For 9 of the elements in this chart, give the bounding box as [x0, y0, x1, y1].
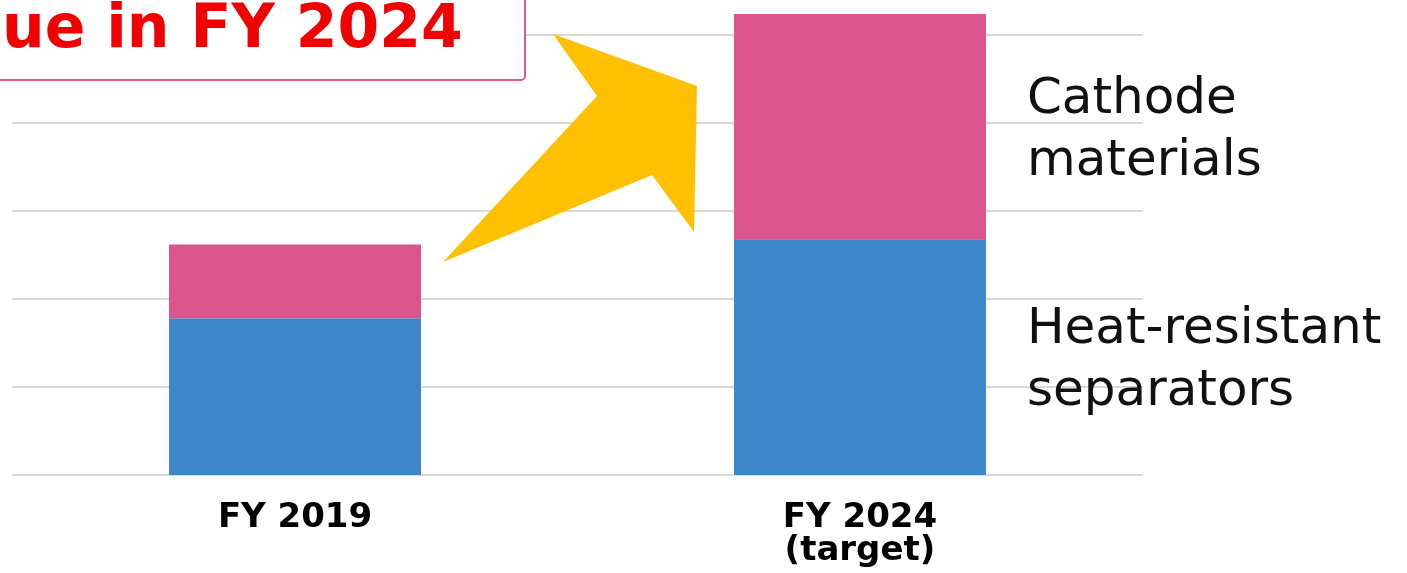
series-label: Heat-resistant separators: [1026, 297, 1382, 418]
bar: [169, 244, 422, 319]
bar: [733, 14, 986, 240]
bar: [169, 318, 422, 475]
x-tick-label: FY 2024 (target): [782, 495, 938, 568]
x-tick-label: FY 2019: [217, 495, 373, 535]
bar: [733, 239, 986, 475]
chart-title: ue in FY 2024: [2, 0, 463, 61]
series-label: Cathode materials: [1026, 66, 1262, 187]
